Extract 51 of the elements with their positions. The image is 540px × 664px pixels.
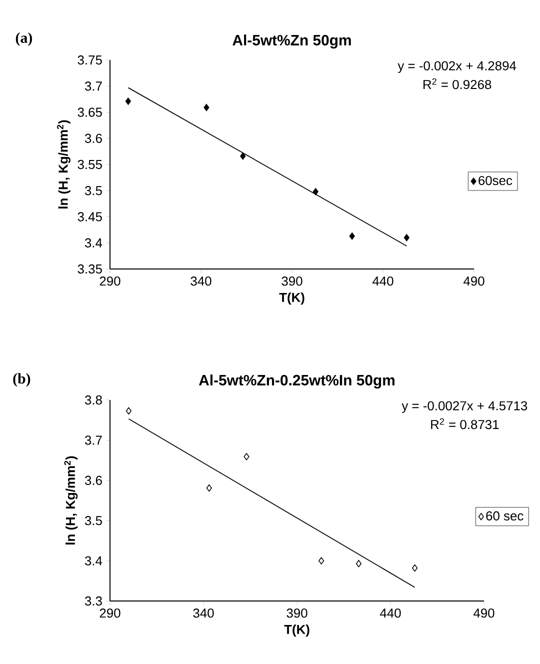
x-tick-label: 290 [100,276,120,286]
x-tick-label: 490 [473,608,494,618]
point [318,557,324,564]
legend-label: 60 sec [486,511,524,520]
text: (a) [16,32,32,46]
text: (b) [13,373,30,387]
x-tick-label: 390 [286,608,308,618]
x-tick-label: 290 [100,608,120,618]
y-tick-label: 3.8 [84,395,102,405]
y-tick-label: 3.35 [78,264,102,274]
y-tick-label: 3.4 [84,556,102,566]
point [126,407,132,414]
point [404,234,410,242]
annotation: R$^{2}$ = 0.8731 [431,418,499,430]
point [206,484,212,492]
x-tick-label: 440 [380,608,401,618]
chart-title: Al-5wt%Zn 50gm [232,34,351,49]
y-tick-label: 3.5 [84,186,102,196]
x-axis-title: T(K) [284,624,310,637]
point [240,152,246,160]
point [412,564,418,572]
annotation: y = -0.002x + 4.2894 [398,61,516,73]
point [244,453,250,460]
y-tick-label: 3.6 [84,476,102,485]
y-tick-label: 3.45 [78,212,102,222]
point [125,98,131,105]
y-axis-title: ln (H, Kg/mm$^{2}$) [64,456,78,544]
y-tick-label: 3.6 [84,134,102,143]
y-tick-label: 3.5 [84,516,102,526]
annotation: y = -0.0027x + 4.5713 [402,401,528,413]
x-tick-label: 340 [190,276,212,286]
y-tick-label: 3.55 [78,160,102,170]
y-tick-label: 3.3 [84,596,102,606]
x-tick-label: 490 [463,276,484,286]
annotation: R$^{2}$ = 0.9268 [424,78,492,90]
point [312,188,318,196]
y-tick-label: 3.75 [78,55,102,65]
x-tick-label: 390 [282,276,302,286]
x-tick-label: 440 [372,276,394,286]
point [356,560,362,568]
x-axis-title: T(K) [279,292,304,305]
chart-title: Al-5wt%Zn-0.25wt%In 50gm [198,374,394,389]
x-tick-label: 340 [193,608,214,618]
y-tick-label: 3.65 [78,108,102,117]
legend-label: 60sec [478,176,512,186]
point [349,232,355,240]
y-tick-label: 3.7 [84,82,102,91]
y-tick-label: 3.4 [84,238,102,248]
y-axis-title: ln (H, Kg/mm$^{2}$) [57,120,70,208]
y-tick-label: 3.7 [84,436,102,445]
point [204,104,210,112]
